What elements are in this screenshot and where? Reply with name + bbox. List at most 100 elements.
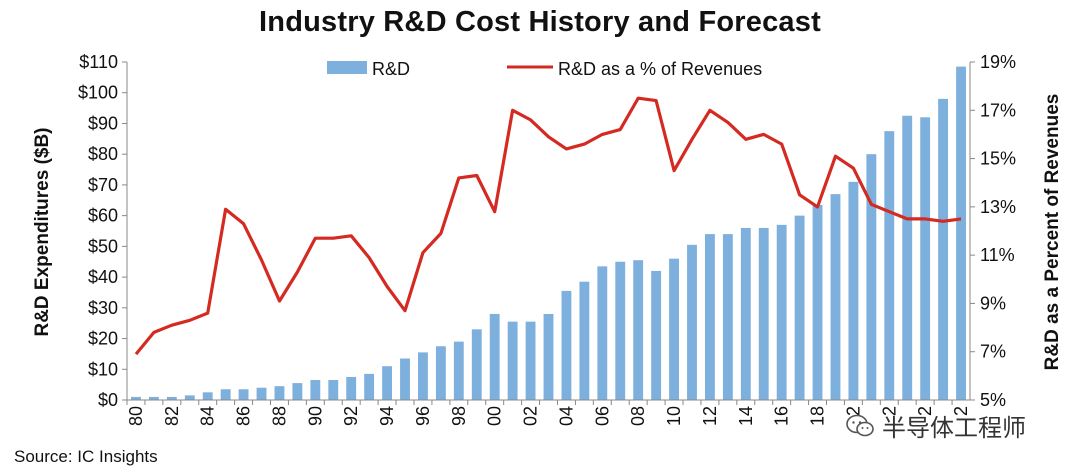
legend-label-rd-percent: R&D as a % of Revenues xyxy=(558,59,762,79)
x-tick-label: 06 xyxy=(592,406,612,426)
x-tick-label: 10 xyxy=(664,406,684,426)
bar-17 xyxy=(794,215,805,400)
y2-tick-label: 19% xyxy=(980,52,1016,72)
x-tick-label: 84 xyxy=(198,406,218,426)
axes xyxy=(122,61,975,405)
x-tick-label: 2 xyxy=(843,406,863,416)
bar-12 xyxy=(704,234,715,400)
bar-85 xyxy=(220,389,231,400)
y2-tick-label: 7% xyxy=(980,342,1006,362)
x-tick-label: 2 xyxy=(915,406,935,416)
x-tick-label: 88 xyxy=(269,406,289,426)
bar-21 xyxy=(866,154,877,400)
chart-title: Industry R&D Cost History and Forecast xyxy=(259,6,821,38)
bar-10 xyxy=(669,258,679,400)
bar-25 xyxy=(938,98,949,400)
x-tick-label: 94 xyxy=(377,406,397,426)
y2-tick-label: 9% xyxy=(980,293,1006,313)
bar-series-rd xyxy=(131,66,966,401)
y-tick-label: $30 xyxy=(88,298,118,318)
y-tick-label: $50 xyxy=(88,236,118,256)
x-tick-label: 90 xyxy=(305,406,325,426)
bar-88 xyxy=(274,386,285,400)
y-tick-label: $20 xyxy=(88,329,118,349)
y2-tick-label: 13% xyxy=(980,197,1016,217)
x-tick-label: 02 xyxy=(521,406,541,426)
bar-15 xyxy=(758,227,769,400)
bar-83 xyxy=(184,395,195,400)
bar-26 xyxy=(956,66,966,400)
bar-92 xyxy=(346,376,357,400)
bar-93 xyxy=(364,373,375,400)
bar-80 xyxy=(131,396,141,400)
x-tick-label: 82 xyxy=(162,406,182,426)
bar-87 xyxy=(256,387,267,400)
x-tick-label: 92 xyxy=(341,406,361,426)
bar-13 xyxy=(722,234,733,400)
bar-16 xyxy=(776,224,787,400)
bar-11 xyxy=(687,244,697,400)
y2-axis-label: R&D as a Percent of Revenues xyxy=(1042,94,1063,371)
y-tick-label: $0 xyxy=(98,390,118,410)
x-tick-label: 80 xyxy=(126,406,146,426)
x-tick-label: 16 xyxy=(772,406,792,426)
y2-tick-label: 15% xyxy=(980,149,1016,169)
bar-96 xyxy=(418,352,428,400)
bar-95 xyxy=(400,358,410,400)
y2-tick-label: 17% xyxy=(980,100,1016,120)
bar-23 xyxy=(902,115,913,400)
x-tick-label: 2 xyxy=(951,406,971,416)
bar-01 xyxy=(507,321,518,400)
x-tick-label: 96 xyxy=(413,406,433,426)
bar-97 xyxy=(435,346,446,400)
x-tick-label: 04 xyxy=(556,406,576,426)
x-tick-label: 18 xyxy=(808,406,828,426)
bar-00 xyxy=(489,313,500,400)
y-tick-label: $80 xyxy=(88,144,118,164)
bar-08 xyxy=(633,260,644,400)
bar-19 xyxy=(830,194,841,400)
bar-86 xyxy=(238,389,249,400)
bar-99 xyxy=(471,329,482,400)
bar-94 xyxy=(382,366,393,400)
bar-02 xyxy=(525,321,536,400)
x-tick-label: 14 xyxy=(736,406,756,426)
y-tick-label: $110 xyxy=(79,52,118,72)
bar-06 xyxy=(597,266,608,400)
x-tick-label: 00 xyxy=(485,406,505,426)
x-tick-label: 08 xyxy=(628,406,648,426)
bar-05 xyxy=(579,281,590,400)
x-tick-label: 12 xyxy=(700,406,720,426)
legend-swatch-rd xyxy=(327,61,367,74)
bar-81 xyxy=(148,396,159,400)
x-tick-label: 98 xyxy=(449,406,469,426)
y-tick-label: $100 xyxy=(78,83,118,103)
watermark: 半导体工程师 xyxy=(846,408,1026,443)
line-series-rd-percent xyxy=(134,96,962,356)
bar-90 xyxy=(310,380,321,400)
bar-22 xyxy=(884,131,895,401)
bar-07 xyxy=(615,261,626,400)
x-tick-label: 2 xyxy=(879,406,899,416)
y-tick-label: $10 xyxy=(88,359,118,379)
legend: R&D R&D as a % of Revenues xyxy=(327,59,762,79)
bar-14 xyxy=(740,227,751,400)
bar-24 xyxy=(920,117,931,401)
bar-89 xyxy=(292,383,303,400)
bar-09 xyxy=(651,270,662,400)
bar-91 xyxy=(328,380,339,400)
bar-82 xyxy=(166,396,177,400)
y2-tick-label: 11% xyxy=(980,245,1015,265)
wechat-icon xyxy=(846,414,874,436)
legend-label-rd: R&D xyxy=(372,59,410,79)
bar-98 xyxy=(453,341,464,400)
x-tick-label: 86 xyxy=(234,406,254,426)
source-note: Source: IC Insights xyxy=(14,447,158,466)
bar-03 xyxy=(543,313,554,400)
y-tick-label: $60 xyxy=(88,206,118,226)
y-tick-label: $40 xyxy=(88,267,118,287)
bar-04 xyxy=(561,290,572,400)
bar-84 xyxy=(202,392,213,400)
bar-20 xyxy=(848,181,859,400)
